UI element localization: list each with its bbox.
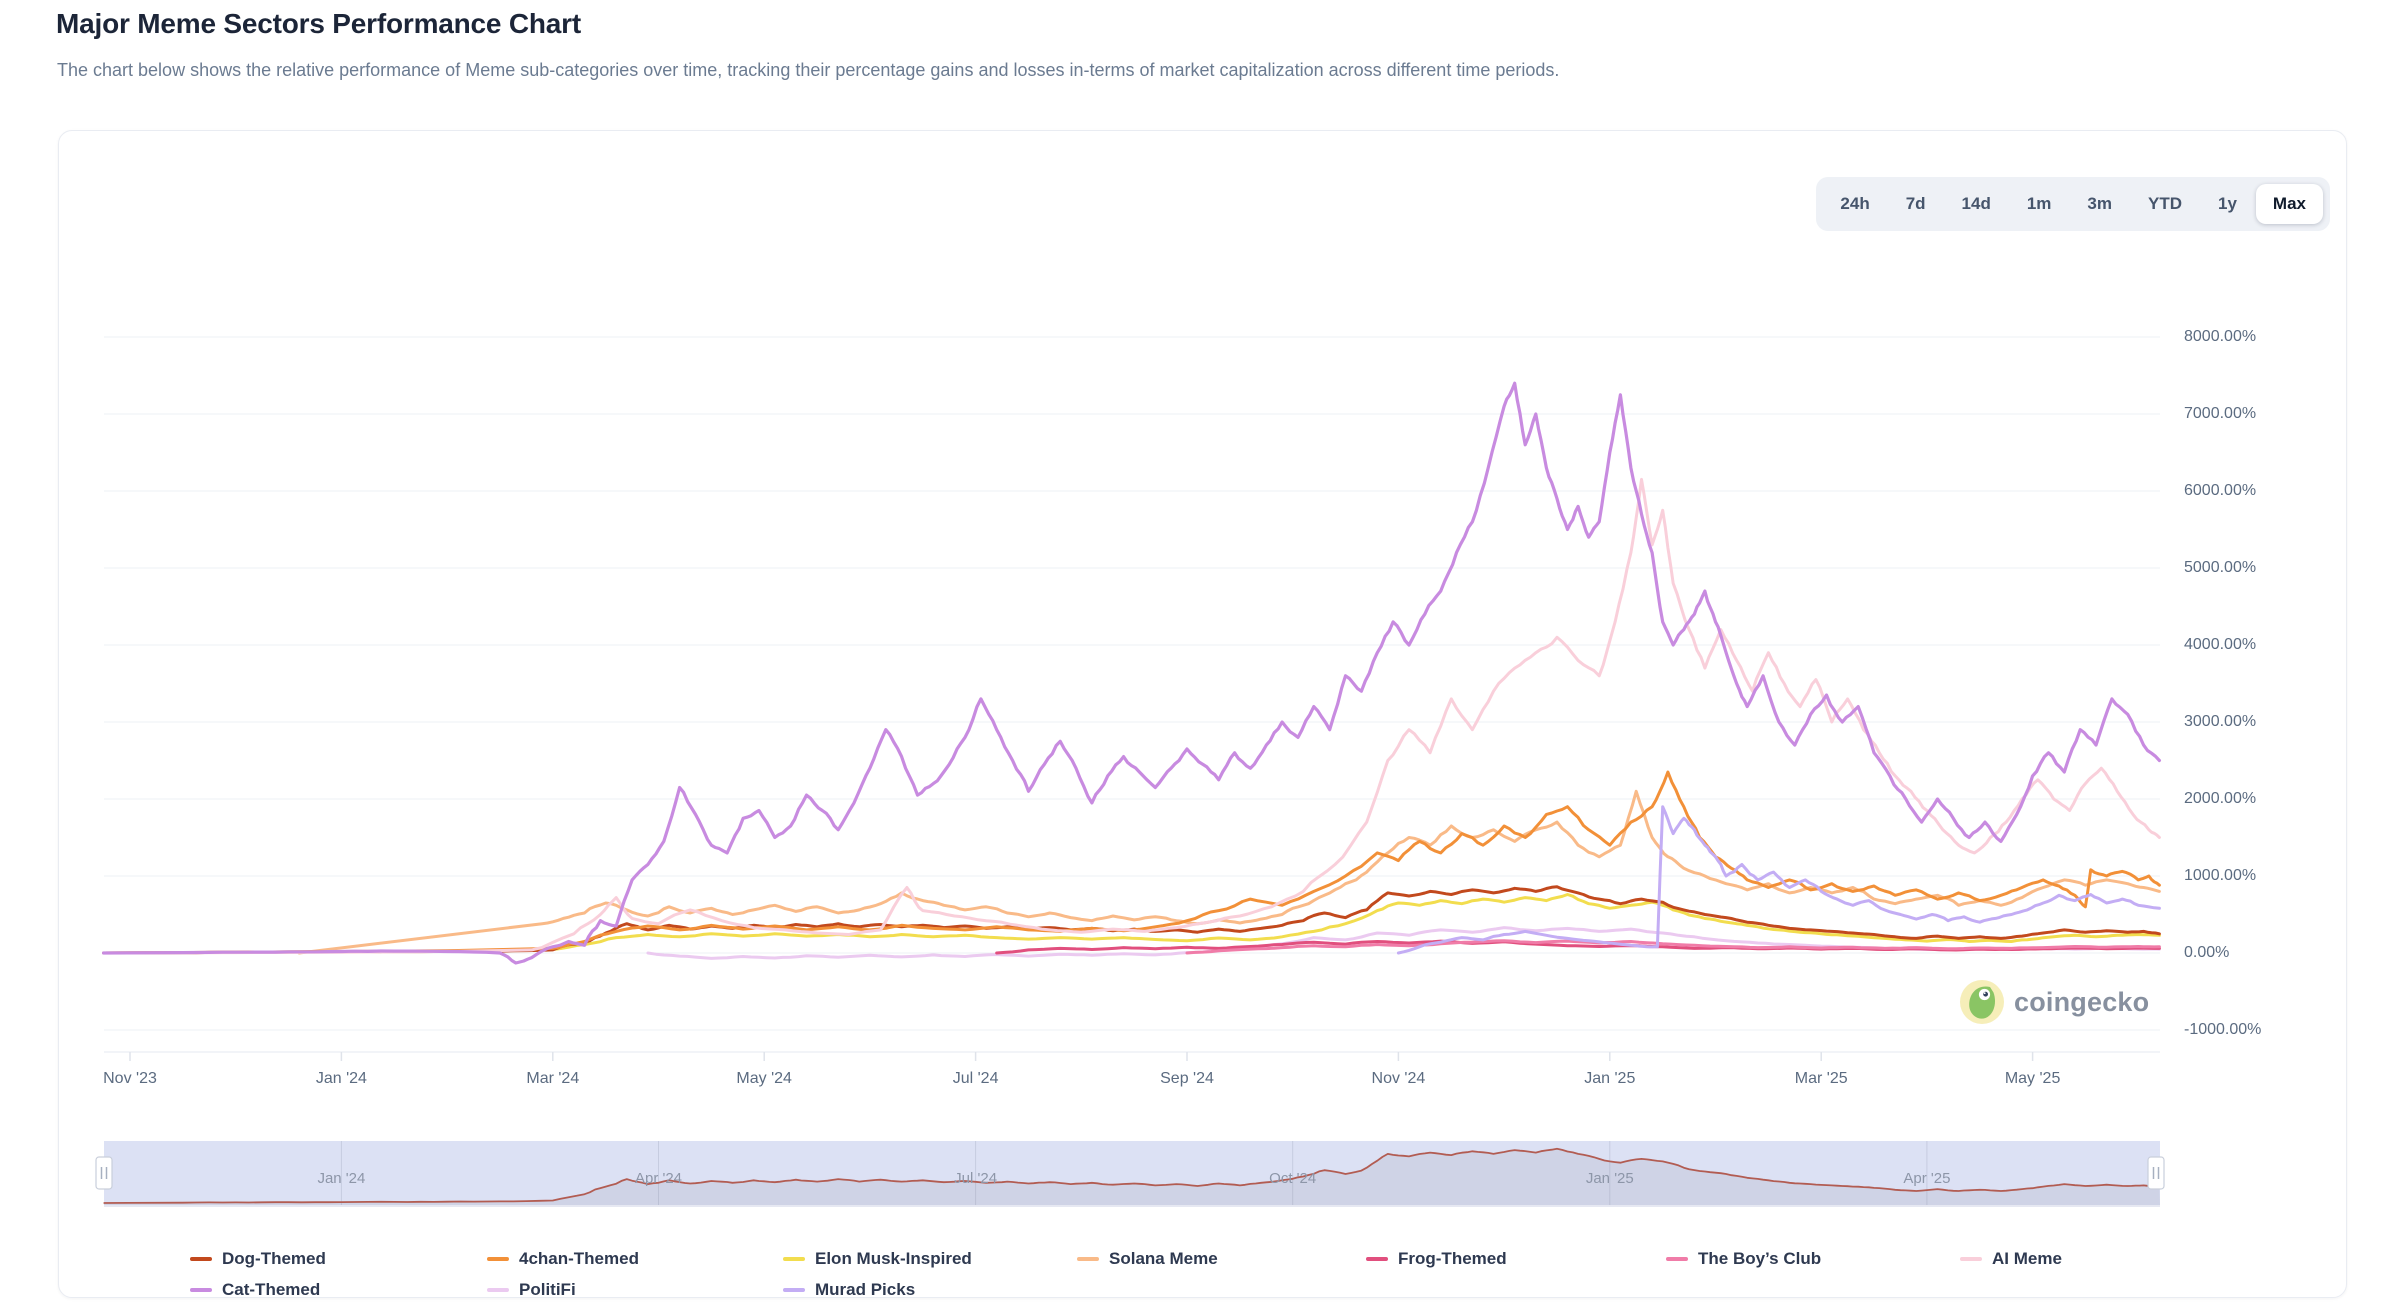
legend-label: AI Meme	[1992, 1249, 2062, 1268]
navigator-area	[103, 1148, 2160, 1205]
navigator-handle-right[interactable]	[2147, 1156, 2165, 1190]
y-axis-label: 8000.00%	[2184, 328, 2257, 345]
y-axis-label: 3000.00%	[2184, 713, 2257, 730]
x-axis-label: Jul '24	[952, 1070, 999, 1087]
series-line-murad-picks[interactable]	[1396, 805, 2161, 955]
range-button-max[interactable]: Max	[2255, 184, 2323, 224]
x-axis-label: Nov '23	[103, 1070, 157, 1087]
range-button-ytd[interactable]: YTD	[2131, 184, 2199, 224]
y-axis-label: 5000.00%	[2184, 559, 2257, 576]
legend-label: Cat-Themed	[222, 1280, 321, 1299]
legend-item-frog-themed[interactable]: Frog-Themed	[1366, 1246, 1507, 1272]
x-axis-label: May '24	[736, 1070, 792, 1087]
series-line-elon-musk-inspired[interactable]	[102, 893, 2161, 955]
series-line-cat-themed[interactable]	[102, 381, 2161, 965]
navigator[interactable]	[104, 1141, 2160, 1205]
series-line-ai-meme[interactable]	[102, 477, 2161, 955]
time-range-selector: 24h 7d 14d 1m 3m YTD 1y Max	[1816, 177, 2330, 231]
legend-label: Solana Meme	[1109, 1249, 1218, 1268]
legend-item-cat-themed[interactable]: Cat-Themed	[190, 1277, 320, 1302]
y-axis-label: 4000.00%	[2184, 636, 2257, 653]
x-axis-label: May '25	[2004, 1070, 2061, 1087]
legend-item-4chan-themed[interactable]: 4chan-Themed	[487, 1246, 639, 1272]
legend-label: Frog-Themed	[1398, 1249, 1507, 1268]
series-line-the-boy-s-club[interactable]	[1185, 939, 2161, 955]
y-axis-label: 1000.00%	[2184, 867, 2257, 884]
navigator-handle-left[interactable]	[95, 1156, 113, 1190]
legend-item-elon-musk-inspired[interactable]: Elon Musk-Inspired	[783, 1246, 972, 1272]
navigator-line	[103, 1147, 2160, 1204]
legend-marker	[487, 1288, 509, 1292]
y-axis-label: -1000.00%	[2184, 1021, 2262, 1038]
legend-marker	[487, 1257, 509, 1261]
legend-marker	[1077, 1257, 1099, 1261]
x-axis-label: Jan '25	[1584, 1070, 1636, 1087]
watermark-text: coingecko	[2014, 986, 2150, 1017]
legend-marker	[783, 1257, 805, 1261]
x-axis-label: Sep '24	[1160, 1070, 1214, 1087]
series-line-solana-meme[interactable]	[297, 789, 2161, 955]
y-axis-label: 2000.00%	[2184, 790, 2257, 807]
navigator-label: Jan '25	[1585, 1170, 1634, 1187]
legend-label: PolitiFi	[519, 1280, 576, 1299]
legend-item-politifi[interactable]: PolitiFi	[487, 1277, 576, 1302]
navigator-label: Jul '24	[954, 1170, 998, 1187]
navigator-label: Apr '24	[634, 1170, 683, 1187]
legend-marker	[1366, 1257, 1388, 1261]
legend-item-solana-meme[interactable]: Solana Meme	[1077, 1246, 1218, 1272]
series-line-4chan-themed[interactable]	[102, 770, 2161, 955]
y-axis-label: 7000.00%	[2184, 405, 2257, 422]
legend-marker	[190, 1257, 212, 1261]
legend-label: Elon Musk-Inspired	[815, 1249, 972, 1268]
y-axis-label: 6000.00%	[2184, 482, 2257, 499]
page-subtitle: The chart below shows the relative perfo…	[57, 60, 1560, 80]
chart-card	[58, 130, 2347, 1298]
x-axis-label: Mar '24	[526, 1070, 580, 1087]
legend-marker	[190, 1288, 212, 1292]
page-title: Major Meme Sectors Performance Chart	[56, 8, 581, 39]
gecko-icon	[1960, 980, 2004, 1024]
legend-item-ai-meme[interactable]: AI Meme	[1960, 1246, 2062, 1272]
range-button-1m[interactable]: 1m	[2010, 184, 2069, 224]
legend-label: 4chan-Themed	[519, 1249, 639, 1268]
legend-label: Dog-Themed	[222, 1249, 326, 1268]
coingecko-watermark: coingecko	[1960, 980, 2149, 1024]
legend-label: Murad Picks	[815, 1280, 916, 1299]
legend-item-murad-picks[interactable]: Murad Picks	[783, 1277, 915, 1302]
legend-marker	[783, 1288, 805, 1292]
legend-marker	[1666, 1257, 1688, 1261]
range-button-3m[interactable]: 3m	[2070, 184, 2129, 224]
x-axis-label: Mar '25	[1794, 1070, 1848, 1087]
range-button-24h[interactable]: 24h	[1823, 184, 1886, 224]
x-axis-label: Nov '24	[1371, 1070, 1426, 1087]
navigator-label: Jan '24	[317, 1170, 366, 1187]
y-axis-label: 0.00%	[2184, 944, 2230, 961]
legend-marker	[1960, 1257, 1982, 1261]
legend-item-the-boy-s-club[interactable]: The Boy’s Club	[1666, 1246, 1821, 1272]
navigator-label: Apr '25	[1903, 1170, 1951, 1187]
x-axis-label: Jan '24	[315, 1070, 367, 1087]
legend-label: The Boy’s Club	[1698, 1249, 1822, 1268]
legend-item-dog-themed[interactable]: Dog-Themed	[190, 1246, 326, 1272]
range-button-1y[interactable]: 1y	[2201, 184, 2254, 224]
navigator-label: Oct '24	[1269, 1170, 1317, 1187]
range-button-14d[interactable]: 14d	[1945, 184, 2008, 224]
range-button-7d[interactable]: 7d	[1889, 184, 1943, 224]
